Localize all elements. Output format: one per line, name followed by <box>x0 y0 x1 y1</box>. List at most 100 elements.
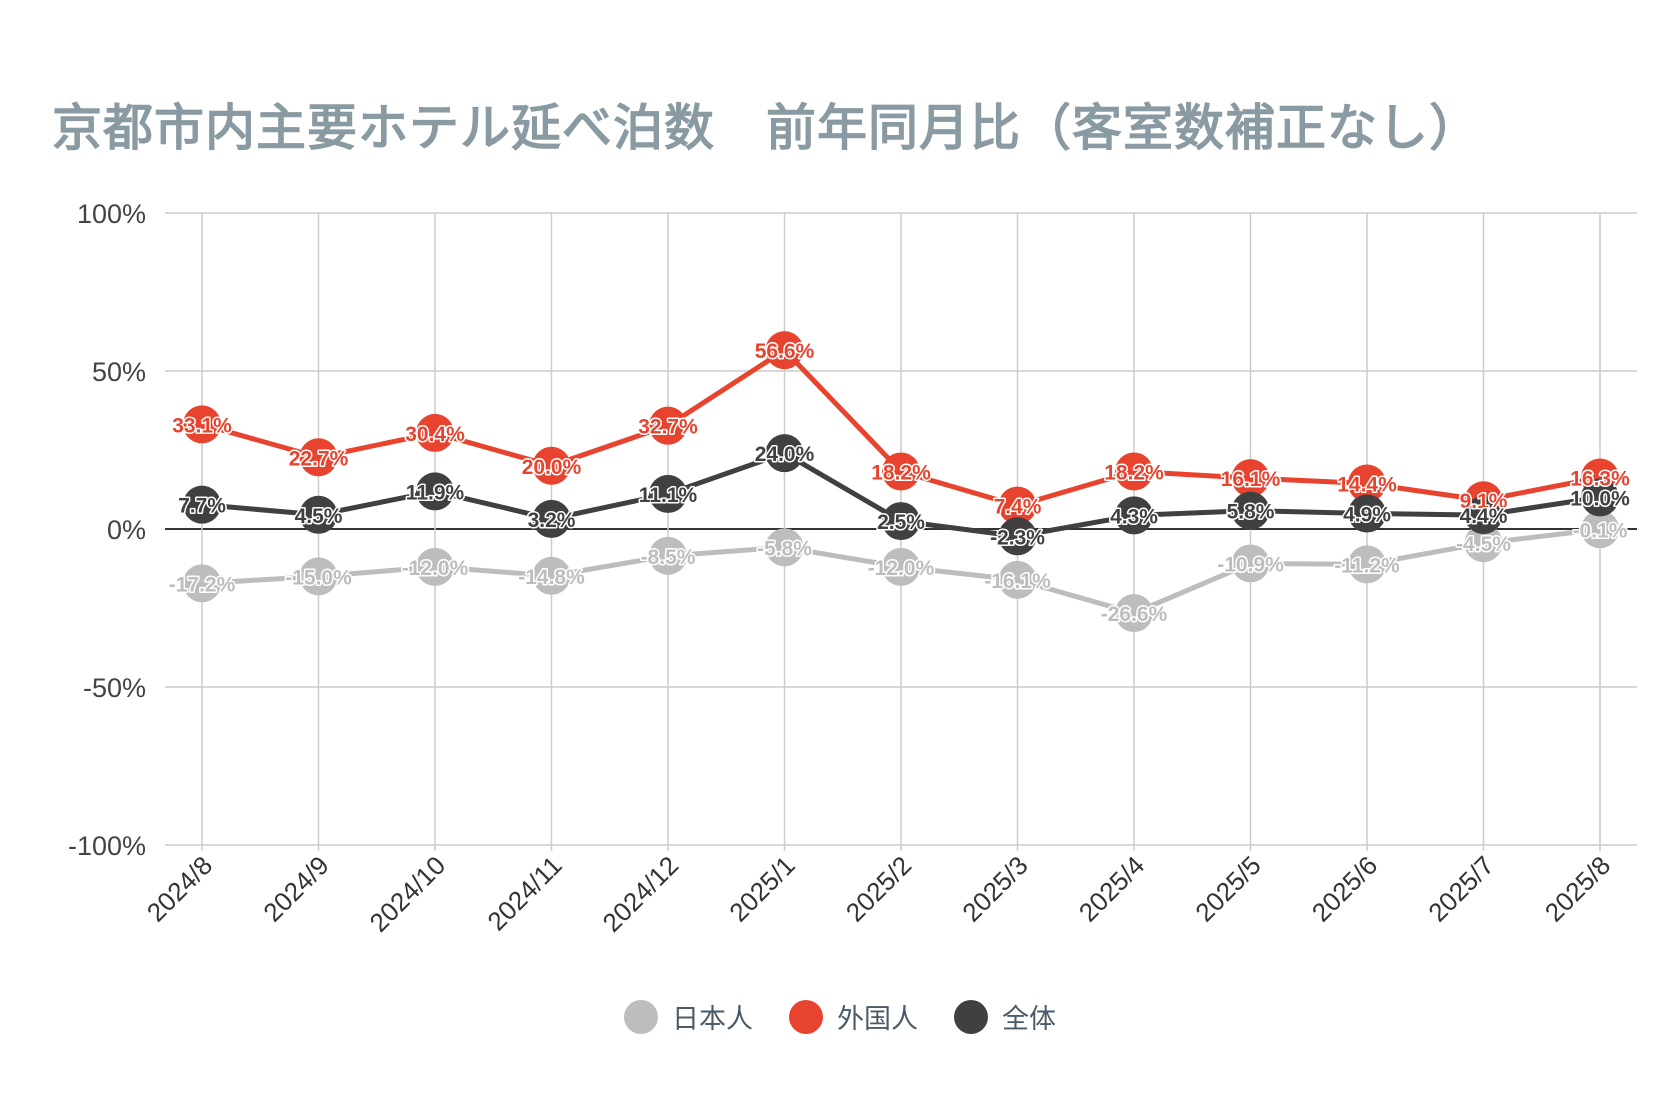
legend-item[interactable]: 外国人 <box>789 997 918 1036</box>
data-point <box>1464 496 1503 535</box>
data-label: -8.5% <box>641 546 696 569</box>
y-tick-label: 0% <box>107 515 146 545</box>
data-point <box>1115 496 1153 535</box>
legend-label: 日本人 <box>672 1004 753 1035</box>
data-point <box>299 438 338 477</box>
data-point <box>1348 545 1386 584</box>
data-point <box>532 499 571 538</box>
data-label: 16.1% <box>1221 468 1281 491</box>
x-tick-label: 2025/1 <box>723 850 800 927</box>
x-tick-label: 2025/7 <box>1422 850 1499 927</box>
data-label: 14.4% <box>1337 473 1397 496</box>
x-tick-label: 2024/12 <box>597 850 685 938</box>
data-label: 22.7% <box>289 447 349 470</box>
data-point <box>1115 452 1153 491</box>
x-tick-label: 2025/2 <box>840 850 917 927</box>
data-label: -12.0% <box>868 557 935 580</box>
data-point <box>1231 459 1270 498</box>
data-label: 3.2% <box>528 509 576 532</box>
data-point <box>532 446 571 485</box>
data-label: -10.9% <box>1217 553 1284 576</box>
data-point <box>183 485 221 524</box>
data-point <box>1231 491 1270 530</box>
data-point <box>1348 464 1386 503</box>
data-point <box>649 474 687 513</box>
x-tick-label: 2024/11 <box>481 850 567 936</box>
data-label-layer: -17.2% -15.0% -12.0% -14.8% -8.5% -5.8% -12.0%… <box>167 339 1631 628</box>
data-label: 2.5% <box>877 511 925 534</box>
data-label: -0.1% <box>1573 519 1628 542</box>
data-point <box>183 564 221 603</box>
data-point <box>299 495 338 534</box>
x-tick-label: 2024/10 <box>364 850 452 938</box>
data-label: 16.3% <box>1570 467 1630 490</box>
x-tick-label: 2024/8 <box>141 850 218 927</box>
legend-dot-icon <box>954 999 988 1034</box>
legend: 日本人 外国人 全体 <box>0 997 1680 1036</box>
y-tick-label: -50% <box>83 673 146 703</box>
data-point <box>299 557 338 596</box>
data-label: 4.4% <box>1460 505 1508 528</box>
data-point <box>765 434 804 473</box>
data-point <box>765 331 804 370</box>
x-tick-label: 2025/5 <box>1189 850 1266 927</box>
y-tick-label: 100% <box>77 199 146 229</box>
x-tick-label: 2025/3 <box>956 850 1033 927</box>
data-label: 24.0% <box>755 443 815 466</box>
data-point <box>998 560 1037 599</box>
y-tick-label: 50% <box>92 357 146 387</box>
data-label: 4.9% <box>1343 504 1391 527</box>
legend-item[interactable]: 日本人 <box>624 997 753 1036</box>
x-tick-label: 2024/9 <box>257 850 334 927</box>
data-label: -15.0% <box>285 566 352 589</box>
data-point <box>765 528 804 567</box>
data-point <box>1581 478 1619 517</box>
data-point <box>1348 494 1386 533</box>
legend-dot-icon <box>789 999 823 1034</box>
data-label: -5.8% <box>757 537 812 560</box>
data-label: 20.0% <box>522 456 582 479</box>
series-layer <box>183 331 1619 633</box>
data-label: 7.7% <box>178 495 226 518</box>
data-point <box>416 413 454 452</box>
y-tick-label: -100% <box>68 831 146 861</box>
data-label: -11.2% <box>1334 554 1400 577</box>
data-label: -12.0% <box>402 557 469 580</box>
data-label: -26.6% <box>1101 603 1168 626</box>
data-label: 30.4% <box>405 423 465 446</box>
data-label: -2.3% <box>990 526 1045 549</box>
data-label: 32.7% <box>638 416 698 439</box>
data-label: -14.8% <box>518 566 585 589</box>
data-label: 10.0% <box>1570 487 1630 510</box>
data-label: 18.2% <box>1104 461 1164 484</box>
data-point <box>1581 510 1619 549</box>
data-point <box>882 502 920 541</box>
data-point <box>416 547 454 586</box>
data-label: -17.2% <box>169 573 236 596</box>
chart-title: 京都市内主要ホテル延べ泊数 前年同月比（客室数補正なし） <box>52 99 1480 157</box>
data-point <box>1115 594 1153 633</box>
data-label: 7.4% <box>994 496 1042 519</box>
data-label: -16.1% <box>984 570 1051 593</box>
data-point <box>882 547 920 586</box>
data-point <box>183 405 221 444</box>
data-point <box>998 486 1037 525</box>
x-tick-label: 2025/8 <box>1539 850 1616 927</box>
data-point <box>649 406 687 445</box>
data-label: 56.6% <box>755 340 815 363</box>
data-point <box>532 556 571 595</box>
data-label: 5.8% <box>1227 501 1275 524</box>
x-tick-label: 2025/6 <box>1306 850 1383 927</box>
legend-label: 全体 <box>1002 1004 1056 1035</box>
x-tick-label: 2025/4 <box>1073 850 1150 927</box>
data-label: 4.3% <box>1110 505 1158 528</box>
data-label: 11.1% <box>639 484 698 507</box>
legend-label: 外国人 <box>837 1004 918 1035</box>
data-label: 18.2% <box>871 461 931 484</box>
legend-item[interactable]: 全体 <box>954 997 1056 1036</box>
data-point <box>649 536 687 575</box>
data-point <box>1231 544 1270 583</box>
data-label: 33.1% <box>172 414 232 437</box>
data-label: 9.1% <box>1460 490 1508 513</box>
